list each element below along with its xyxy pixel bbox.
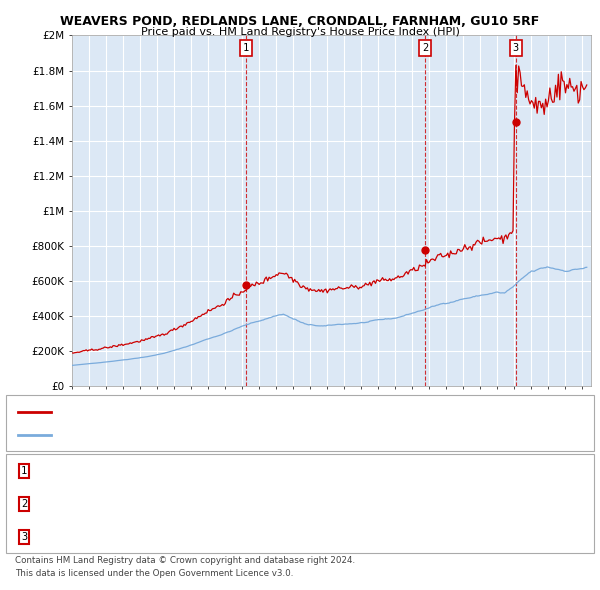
Text: Price paid vs. HM Land Registry's House Price Index (HPI): Price paid vs. HM Land Registry's House … [140, 27, 460, 37]
Text: 3: 3 [21, 532, 27, 542]
Text: 1: 1 [21, 466, 27, 476]
Text: 56% ↑ HPI: 56% ↑ HPI [318, 466, 374, 476]
Text: 2: 2 [21, 499, 27, 509]
Text: 3: 3 [512, 42, 519, 53]
Text: 29-JAN-2021: 29-JAN-2021 [51, 532, 120, 542]
Text: WEAVERS POND, REDLANDS LANE, CRONDALL, FARNHAM, GU10 5RF: WEAVERS POND, REDLANDS LANE, CRONDALL, F… [61, 15, 539, 28]
Text: £779,000: £779,000 [186, 499, 236, 509]
Text: 132% ↑ HPI: 132% ↑ HPI [318, 532, 380, 542]
Text: Contains HM Land Registry data © Crown copyright and database right 2024.: Contains HM Land Registry data © Crown c… [15, 556, 355, 565]
Text: £1,505,000: £1,505,000 [186, 532, 248, 542]
Text: 1: 1 [243, 42, 249, 53]
Text: 2: 2 [422, 42, 428, 53]
Text: 36% ↑ HPI: 36% ↑ HPI [318, 499, 374, 509]
Text: 30-SEP-2015: 30-SEP-2015 [51, 499, 120, 509]
Text: This data is licensed under the Open Government Licence v3.0.: This data is licensed under the Open Gov… [15, 569, 293, 578]
Text: HPI: Average price, detached house, Hart: HPI: Average price, detached house, Hart [57, 431, 259, 440]
Text: £580,000: £580,000 [186, 466, 236, 476]
Text: 22-MAR-2005: 22-MAR-2005 [51, 466, 120, 476]
Text: WEAVERS POND, REDLANDS LANE, CRONDALL, FARNHAM, GU10 5RF (detached house): WEAVERS POND, REDLANDS LANE, CRONDALL, F… [57, 407, 484, 417]
